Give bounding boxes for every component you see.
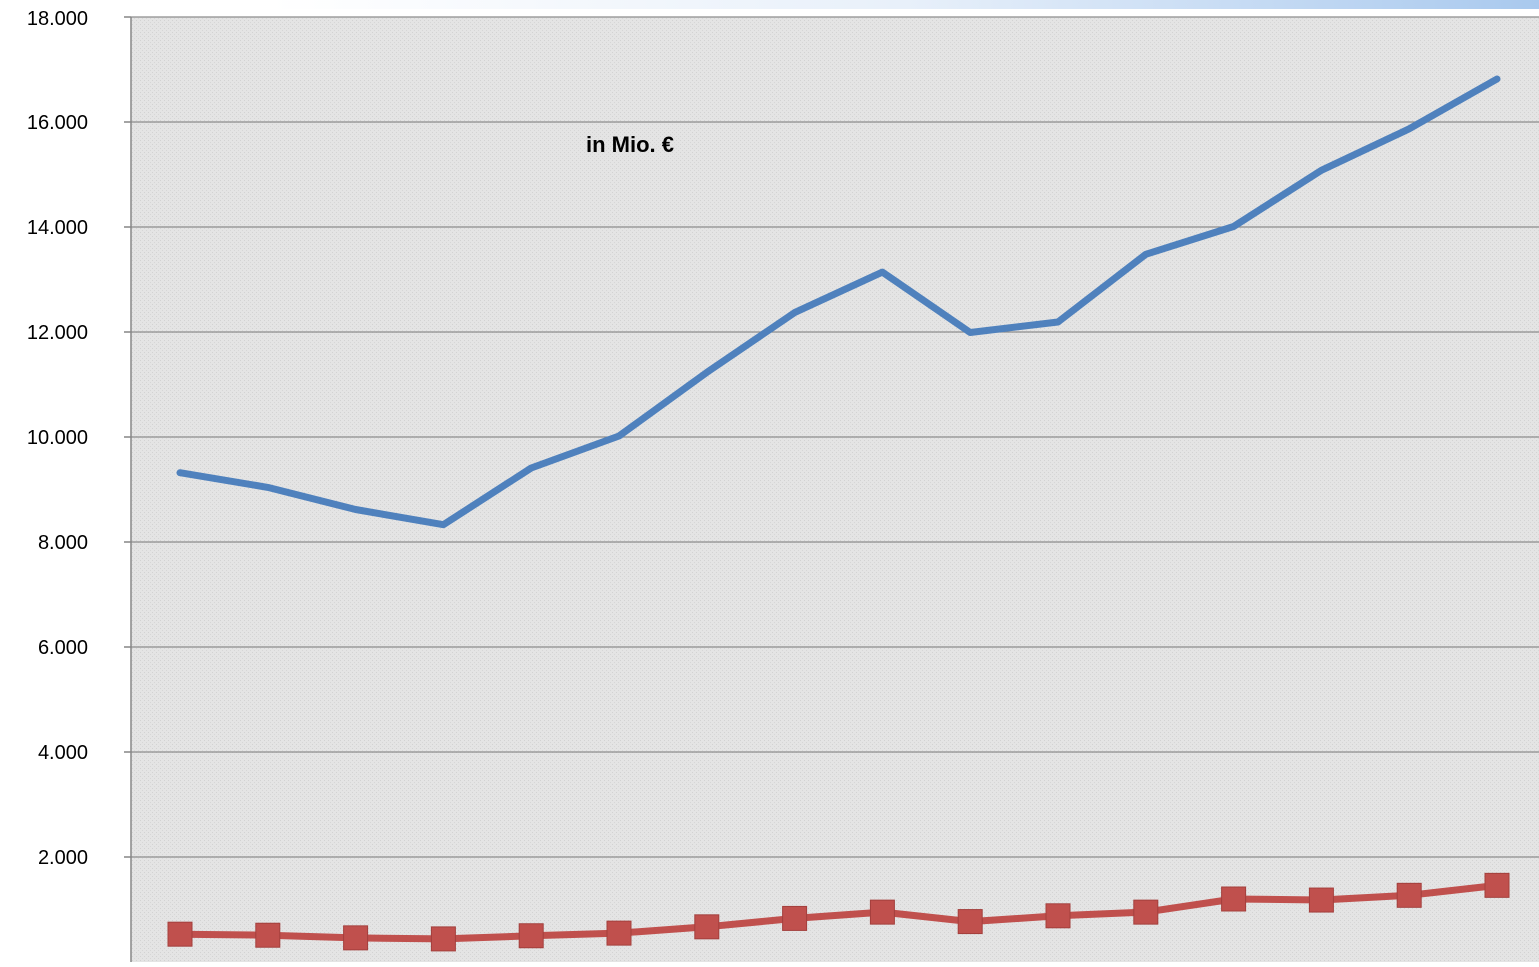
series-2-point: [782, 905, 808, 931]
series-layer: [167, 75, 1510, 952]
series-2-line: [176, 881, 1501, 943]
plot-area: [131, 17, 1539, 962]
y-tick-label: 6.000: [38, 637, 88, 659]
y-tick-label: 12.000: [27, 322, 88, 344]
y-tick-label: 18.000: [27, 8, 88, 30]
y-axis-ticks: [124, 16, 131, 858]
series-2-point: [1396, 882, 1422, 908]
series-2-point: [1484, 872, 1510, 898]
top-decorative-band: [270, 0, 1539, 9]
series-2-point: [343, 925, 369, 951]
y-tick-label: 8.000: [38, 532, 88, 554]
series-2-point: [167, 921, 193, 947]
y-axis-labels: 2.000 4.000 6.000 8.000 10.000 12.000 14.000 16…: [27, 8, 88, 869]
series-1: [176, 75, 1501, 529]
y-tick-label: 14.000: [27, 217, 88, 239]
series-2-point: [1045, 903, 1071, 929]
series-2-point: [1133, 899, 1159, 925]
series-2-point: [869, 899, 895, 925]
series-2-point: [694, 914, 720, 940]
y-tick-label: 4.000: [38, 742, 88, 764]
y-tick-label: 16.000: [27, 112, 88, 134]
series-2-point: [255, 922, 281, 948]
series-2-point: [1308, 887, 1334, 913]
series-1-line: [176, 75, 1501, 529]
series-2: [167, 872, 1510, 952]
series-2-point: [606, 920, 632, 946]
series-2-point: [430, 926, 456, 952]
series-2-point: [1221, 886, 1247, 912]
y-tick-label: 10.000: [27, 427, 88, 449]
unit-annotation: in Mio. €: [586, 132, 674, 157]
series-2-point: [957, 909, 983, 935]
y-tick-label: 2.000: [38, 847, 88, 869]
series-2-point: [518, 923, 544, 949]
gridlines: [131, 16, 1539, 858]
